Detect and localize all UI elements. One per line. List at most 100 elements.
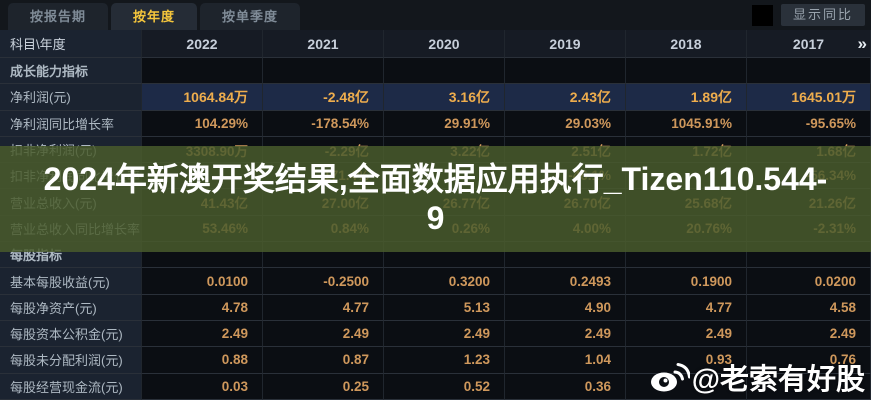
cell-2018: 25.68亿 bbox=[626, 189, 747, 216]
cell-2020: 3.22亿 bbox=[384, 136, 505, 164]
cell-2022: 1064.84万 bbox=[142, 84, 263, 111]
cell-2017: -2.31% bbox=[747, 215, 871, 243]
cell-2022: 0.0100 bbox=[142, 268, 263, 295]
cell-2020 bbox=[384, 58, 505, 85]
cell-2022: 2.49 bbox=[142, 320, 263, 348]
cell-2019: 1.04 bbox=[505, 347, 626, 374]
row-label: 每股资本公积金(元) bbox=[0, 320, 142, 348]
cell-2021: -171.4% bbox=[263, 163, 384, 190]
year-header-2021: 2021 bbox=[263, 30, 384, 58]
cell-2021: -178.54% bbox=[263, 110, 384, 137]
financial-table: 科目\年度 2022 2021 2020 2019 2018 2017» 成长能力指标 净利润(… bbox=[0, 30, 871, 400]
cell-2021: -2.29亿 bbox=[263, 136, 384, 164]
cell-2017: 0.76 bbox=[747, 347, 871, 374]
cell-2020: 29.91% bbox=[384, 110, 505, 137]
cell-2018: 1.89亿 bbox=[626, 84, 747, 111]
cell-2018 bbox=[626, 242, 747, 269]
compare-checkbox[interactable] bbox=[751, 4, 773, 26]
cell-2018: 1045.91% bbox=[626, 110, 747, 137]
cell-2018: 1.72亿 bbox=[626, 136, 747, 164]
cell-2019: 4.00% bbox=[505, 215, 626, 243]
cell-2021: 0.87 bbox=[263, 347, 384, 374]
cell-2019: 2.43亿 bbox=[505, 84, 626, 111]
cell-2022: 104.29% bbox=[142, 110, 263, 137]
cell-2020: 3.16亿 bbox=[384, 84, 505, 111]
cell-2021 bbox=[263, 242, 384, 269]
cell-2022: 53.46% bbox=[142, 215, 263, 243]
cell-2018: 0.93 bbox=[626, 347, 747, 374]
cell-2021: -0.2500 bbox=[263, 268, 384, 295]
cell-2020: 0.52 bbox=[384, 373, 505, 400]
cell-2020: 0.26% bbox=[384, 215, 505, 243]
cell-2019: 0.2493 bbox=[505, 268, 626, 295]
cell-2019: 2.51亿 bbox=[505, 136, 626, 164]
cell-2021 bbox=[263, 58, 384, 85]
cell-2019 bbox=[505, 242, 626, 269]
cell-2022: 0.88 bbox=[142, 347, 263, 374]
cell-2018 bbox=[626, 373, 747, 400]
cell-2021: -2.48亿 bbox=[263, 84, 384, 111]
row-label: 净利润(元) bbox=[0, 84, 142, 111]
tab-single-quarter[interactable]: 按单季度 bbox=[200, 3, 301, 30]
cell-2018 bbox=[626, 163, 747, 190]
cell-2022: 4.78 bbox=[142, 294, 263, 321]
cell-2022 bbox=[142, 242, 263, 269]
show-yoy-button[interactable]: 显示同比 bbox=[780, 4, 865, 26]
cell-2020: 26.77亿 bbox=[384, 189, 505, 216]
period-tabs: 按报告期 按年度 按单季度 bbox=[0, 0, 301, 30]
tab-annual[interactable]: 按年度 bbox=[111, 3, 198, 30]
cell-2018: 20.76% bbox=[626, 215, 747, 243]
cell-2021: 4.77 bbox=[263, 294, 384, 321]
cell-2021: 27.00亿 bbox=[263, 189, 384, 216]
cell-2017 bbox=[747, 58, 871, 85]
cell-2022 bbox=[142, 58, 263, 85]
row-label: 营业总收入(元) bbox=[0, 189, 142, 216]
row-label: 净利润同比增长率 bbox=[0, 110, 142, 137]
cell-2020 bbox=[384, 163, 505, 190]
cell-2020 bbox=[384, 242, 505, 269]
cell-2020: 0.3200 bbox=[384, 268, 505, 295]
topbar: 按报告期 按年度 按单季度 显示同比 bbox=[0, 0, 871, 30]
cell-2017: 2.49 bbox=[747, 320, 871, 348]
cell-2017: -56.34% bbox=[747, 163, 871, 190]
scroll-more-icon[interactable]: » bbox=[857, 33, 868, 53]
tab-report-period[interactable]: 按报告期 bbox=[8, 3, 109, 30]
corner-header-cell: 科目\年度 bbox=[0, 30, 142, 58]
cell-2022: 3308.90万 bbox=[142, 136, 263, 164]
section-header: 成长能力指标 bbox=[0, 58, 142, 85]
row-label: 扣非净利润(元) bbox=[0, 136, 142, 164]
cell-2018: 2.49 bbox=[626, 320, 747, 348]
year-header-2018: 2018 bbox=[626, 30, 747, 58]
cell-2017 bbox=[747, 373, 871, 400]
cell-2018 bbox=[626, 58, 747, 85]
cell-2018: 0.1900 bbox=[626, 268, 747, 295]
cell-2017: 1.68亿 bbox=[747, 136, 871, 164]
cell-2017: 1645.01万 bbox=[747, 84, 871, 111]
row-label: 每股未分配利润(元) bbox=[0, 347, 142, 374]
cell-2019 bbox=[505, 58, 626, 85]
cell-2019: 29.03% bbox=[505, 110, 626, 137]
year-header-2019: 2019 bbox=[505, 30, 626, 58]
cell-2019: 26.70亿 bbox=[505, 189, 626, 216]
cell-2018: 4.77 bbox=[626, 294, 747, 321]
cell-2022: 41.43亿 bbox=[142, 189, 263, 216]
cell-2017: -95.65% bbox=[747, 110, 871, 137]
year-header-2022: 2022 bbox=[142, 30, 263, 58]
cell-2019: 0.36 bbox=[505, 373, 626, 400]
cell-2021: 0.84% bbox=[263, 215, 384, 243]
cell-2017 bbox=[747, 242, 871, 269]
cell-2020: 2.49 bbox=[384, 320, 505, 348]
cell-2021: 0.25 bbox=[263, 373, 384, 400]
cell-2020: 1.23 bbox=[384, 347, 505, 374]
section-header: 每股指标 bbox=[0, 242, 142, 269]
year-header-2017: 2017» bbox=[747, 30, 871, 58]
cell-2019: 2.49 bbox=[505, 320, 626, 348]
row-label: 扣非净利润同比增长率 bbox=[0, 163, 142, 190]
row-label: 营业总收入同比增长率 bbox=[0, 215, 142, 243]
cell-2021: 2.49 bbox=[263, 320, 384, 348]
topbar-right: 显示同比 bbox=[751, 0, 871, 30]
cell-2017: 0.0200 bbox=[747, 268, 871, 295]
cell-2022: 0.03 bbox=[142, 373, 263, 400]
cell-2019: 4.90 bbox=[505, 294, 626, 321]
